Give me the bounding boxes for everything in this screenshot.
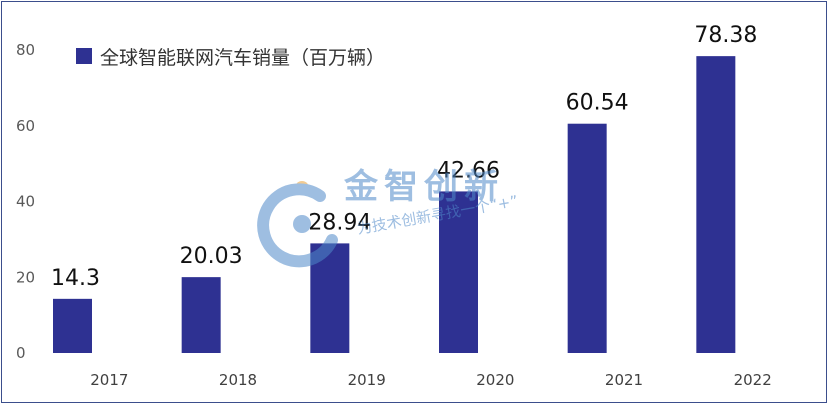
- legend-label: 全球智能联网汽车销量（百万辆）: [100, 47, 385, 69]
- watermark-logo-icon: [257, 181, 338, 268]
- y-tick-label: 60: [16, 117, 35, 135]
- x-tick-label: 2017: [90, 371, 128, 389]
- legend: 全球智能联网汽车销量（百万辆）: [76, 47, 385, 69]
- watermark: 金智创新 为技术创新寻找一个“+”: [257, 167, 519, 268]
- data-label: 78.38: [694, 23, 757, 48]
- bar-series: [53, 56, 736, 354]
- legend-swatch: [76, 48, 92, 64]
- bar: [696, 56, 736, 354]
- data-label: 28.94: [308, 210, 371, 235]
- x-tick-label: 2019: [348, 371, 386, 389]
- bar: [439, 191, 478, 353]
- y-axis: 0 20 40 60 80: [16, 41, 35, 362]
- y-tick-label: 40: [16, 193, 35, 211]
- bar: [181, 277, 221, 353]
- x-tick-label: 2020: [476, 371, 514, 389]
- watermark-brand: 金智创新: [343, 167, 504, 207]
- bar: [53, 298, 92, 353]
- y-tick-label: 80: [16, 41, 35, 59]
- x-axis: 2017 2018 2019 2020 2021 2022: [90, 371, 772, 389]
- x-tick-label: 2021: [605, 371, 643, 389]
- bar: [567, 123, 607, 354]
- chart-frame: 0 20 40 60 80 14.3 20.03 28.94 42.66 60.54 78.38 …: [1, 1, 827, 403]
- y-tick-label: 0: [16, 344, 26, 362]
- data-label: 14.3: [51, 266, 100, 291]
- data-labels: 14.3 20.03 28.94 42.66 60.54 78.38: [51, 23, 757, 291]
- data-label: 42.66: [437, 158, 500, 183]
- y-tick-label: 20: [16, 268, 35, 286]
- data-label: 60.54: [566, 91, 629, 116]
- x-tick-label: 2018: [219, 371, 257, 389]
- data-label: 20.03: [180, 244, 243, 269]
- x-tick-label: 2022: [734, 371, 772, 389]
